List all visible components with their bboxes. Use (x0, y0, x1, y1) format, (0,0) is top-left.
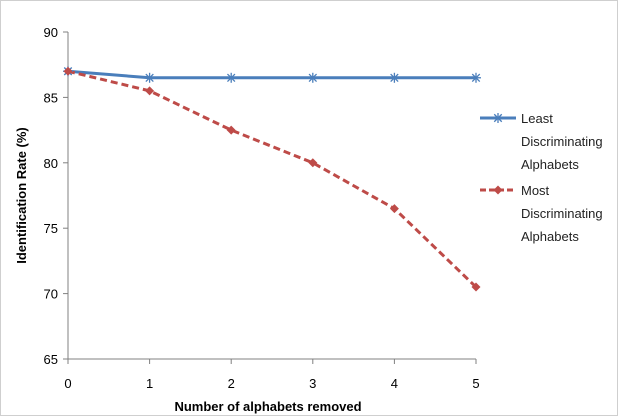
series-line-2 (67, 69, 478, 289)
series-1-point (307, 72, 318, 83)
legend-label-line: Discriminating (521, 134, 603, 149)
x-tick-label: 5 (472, 376, 479, 391)
series-2-point (63, 66, 73, 76)
x-tick-label: 0 (64, 376, 71, 391)
x-tick-label: 2 (228, 376, 235, 391)
legend-label-1: Least Discriminating Alphabets (521, 111, 603, 172)
y-axis-title: Identification Rate (%) (14, 127, 29, 264)
legend-label-2: Most Discriminating Alphabets (521, 183, 603, 244)
legend-label-line: Alphabets (521, 157, 579, 172)
x-tick-label: 3 (309, 376, 316, 391)
series-2-point (471, 282, 481, 292)
legend-marker-1 (493, 113, 503, 123)
series-1-point (471, 72, 481, 83)
series-line-1 (67, 69, 476, 80)
legend-marker-2 (493, 185, 503, 195)
series-2-point (145, 86, 155, 96)
series-2-point (308, 158, 318, 168)
x-tick-label: 1 (146, 376, 153, 391)
series-1-point (389, 72, 400, 83)
y-tick-label: 75 (44, 221, 58, 236)
series-1-point (226, 72, 237, 83)
series-2-point (389, 204, 399, 214)
legend-label-line: Least (521, 111, 553, 126)
series-2-point (226, 125, 236, 135)
legend-label-line: Discriminating (521, 206, 603, 221)
legend-label-line: Most (521, 183, 550, 198)
y-tick-label: 65 (44, 352, 58, 367)
y-tick-label: 80 (44, 156, 58, 171)
y-tick-label: 85 (44, 90, 58, 105)
y-tick-label: 90 (44, 25, 58, 40)
x-tick-label: 4 (391, 376, 398, 391)
y-tick-label: 70 (44, 287, 58, 302)
series-1-point (144, 72, 155, 83)
x-axis-title: Number of alphabets removed (174, 399, 361, 414)
legend-label-line: Alphabets (521, 229, 579, 244)
